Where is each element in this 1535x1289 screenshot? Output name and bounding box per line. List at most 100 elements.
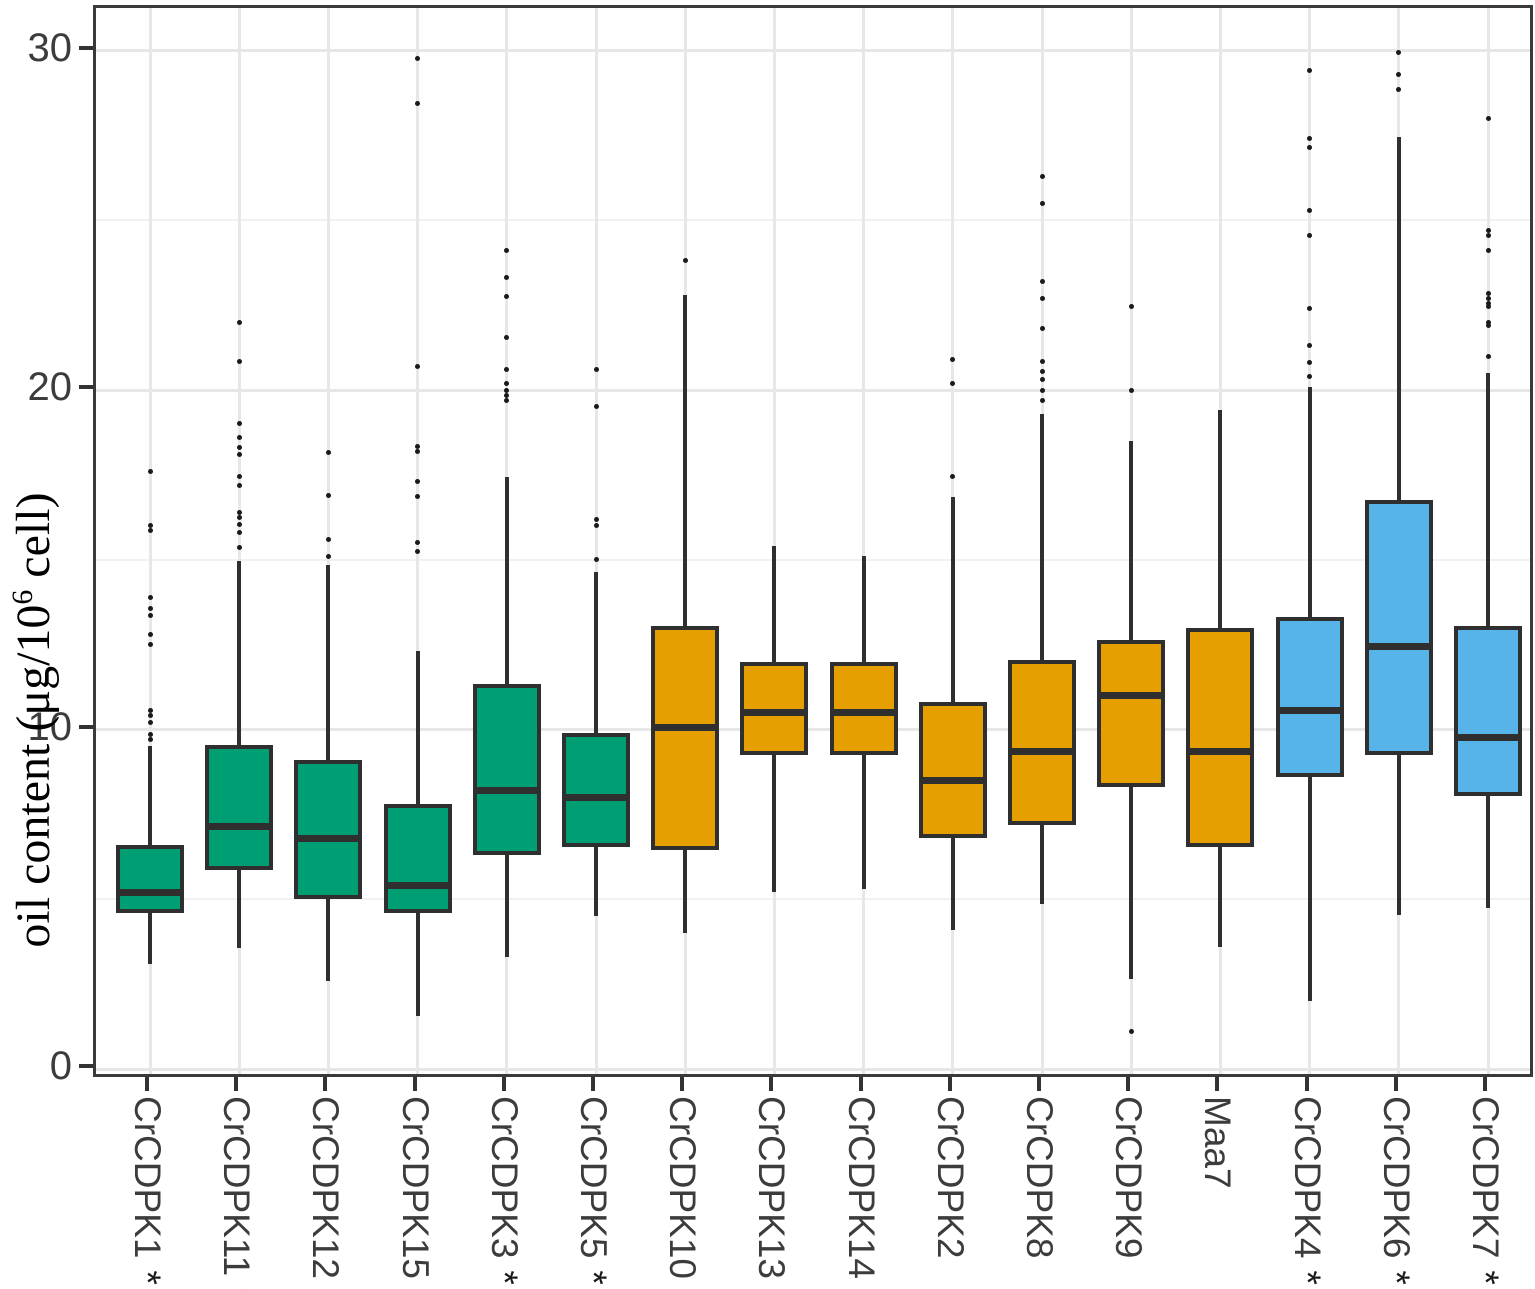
outlier-dot <box>236 319 242 325</box>
x-tick-label-CrCDPK13: CrCDPK13 <box>751 1096 792 1279</box>
category-label: CrCDPK4 <box>1286 1096 1328 1259</box>
category-label: CrCDPK14 <box>840 1096 882 1279</box>
y-tick-mark <box>79 45 93 50</box>
box-CrCDPK1 <box>116 844 184 913</box>
outlier-dot <box>1307 343 1313 349</box>
outlier-dot <box>504 275 510 281</box>
outlier-dot <box>1039 397 1045 403</box>
outlier-dot <box>1128 387 1134 393</box>
gridline-vertical <box>772 8 776 1074</box>
box-CrCDPK3 <box>472 683 541 856</box>
outlier-dot <box>236 509 242 515</box>
outlier-dot <box>147 708 153 714</box>
outlier-dot <box>504 387 510 393</box>
box-CrCDPK4 <box>1275 617 1344 778</box>
significance-asterisks: ** <box>1465 1270 1506 1289</box>
x-tick-label-CrCDPK15: CrCDPK15** <box>394 1096 436 1289</box>
significance-asterisks: ** <box>1287 1270 1328 1289</box>
x-tick-mark <box>1215 1077 1220 1091</box>
outlier-dot <box>1396 71 1402 77</box>
outlier-dot <box>1485 233 1491 239</box>
x-tick-mark <box>1483 1077 1487 1091</box>
median-CrCDPK5 <box>562 793 630 801</box>
y-axis-title: oil content (μg/106 cell) <box>6 492 61 947</box>
gridline-vertical <box>237 8 241 1074</box>
x-tick-mark <box>145 1077 149 1091</box>
outlier-dot <box>325 553 331 559</box>
outlier-dot <box>1039 278 1045 284</box>
x-tick-mark <box>1393 1077 1398 1091</box>
outlier-dot <box>1039 368 1045 374</box>
median-CrCDPK7 <box>1454 734 1522 742</box>
outlier-dot <box>325 536 331 542</box>
outlier-dot <box>1485 248 1491 254</box>
outlier-dot <box>147 468 153 474</box>
x-tick-mark <box>680 1077 685 1091</box>
outlier-dot <box>236 452 242 457</box>
box-CrCDPK14 <box>829 661 898 755</box>
y-tick-label: 0 <box>49 1044 72 1088</box>
outlier-dot <box>415 494 421 500</box>
box-CrCDPK12 <box>294 760 363 900</box>
category-label: CrCDPK5 <box>573 1096 614 1259</box>
median-CrCDPK12 <box>294 834 363 842</box>
outlier-dot <box>415 548 421 554</box>
category-label: CrCDPK15 <box>394 1096 436 1279</box>
y-tick-label: 30 <box>27 25 73 70</box>
y-tick-label: 20 <box>27 365 73 409</box>
category-label: CrCDPK2 <box>929 1096 971 1259</box>
category-label: CrCDPK6 <box>1375 1096 1417 1259</box>
outlier-dot <box>504 248 510 254</box>
x-tick-label-CrCDPK14: CrCDPK14 <box>840 1096 882 1279</box>
outlier-dot <box>593 516 599 522</box>
outlier-dot <box>504 392 510 398</box>
y-tick-mark <box>79 724 93 729</box>
median-CrCDPK2 <box>918 776 987 784</box>
outlier-dot <box>147 713 153 719</box>
outlier-dot <box>236 521 242 527</box>
outlier-dot <box>1485 304 1491 310</box>
outlier-dot <box>1307 373 1313 379</box>
x-tick-label-CrCDPK11: CrCDPK11** <box>216 1096 257 1289</box>
category-label: CrCDPK1 <box>127 1096 168 1259</box>
x-tick-mark <box>323 1077 328 1091</box>
outlier-dot <box>1307 136 1313 142</box>
gridline-major <box>96 49 1530 52</box>
outlier-dot <box>1307 360 1313 366</box>
outlier-dot <box>1307 68 1313 74</box>
outlier-dot <box>236 514 242 520</box>
median-CrCDPK10 <box>651 724 720 732</box>
plot-panel <box>93 5 1533 1077</box>
outlier-dot <box>504 294 510 300</box>
x-tick-label-Maa7: Maa7 <box>1197 1096 1239 1189</box>
outlier-dot <box>415 479 421 485</box>
whisker-CrCDPK8 <box>1040 413 1044 905</box>
box-CrCDPK2 <box>918 702 987 839</box>
median-CrCDPK14 <box>829 709 898 717</box>
median-CrCDPK15 <box>383 882 452 890</box>
outlier-dot <box>1039 377 1045 383</box>
outlier-dot <box>950 380 956 386</box>
outlier-dot <box>1485 115 1491 121</box>
y-tick-label: 10 <box>27 704 73 749</box>
category-label: Maa7 <box>1197 1096 1239 1189</box>
outlier-dot <box>1485 227 1491 233</box>
x-tick-mark <box>858 1077 863 1091</box>
outlier-dot <box>1128 1029 1134 1035</box>
outlier-dot <box>1396 49 1402 55</box>
x-tick-mark <box>1126 1077 1131 1091</box>
median-CrCDPK13 <box>740 709 809 717</box>
box-Maa7 <box>1186 627 1255 847</box>
x-tick-label-CrCDPK1: CrCDPK1 ** <box>127 1096 168 1289</box>
x-tick-mark <box>412 1077 417 1091</box>
box-CrCDPK10 <box>651 625 720 850</box>
gridline-vertical <box>148 8 152 1074</box>
outlier-dot <box>593 367 599 373</box>
outlier-dot <box>325 450 331 456</box>
box-CrCDPK6 <box>1364 500 1433 755</box>
outlier-dot <box>1039 173 1045 179</box>
median-CrCDPK4 <box>1275 707 1344 715</box>
significance-asterisks: ** <box>127 1270 168 1289</box>
outlier-dot <box>415 363 421 369</box>
x-tick-label-CrCDPK3: CrCDPK3 ** <box>484 1096 525 1289</box>
